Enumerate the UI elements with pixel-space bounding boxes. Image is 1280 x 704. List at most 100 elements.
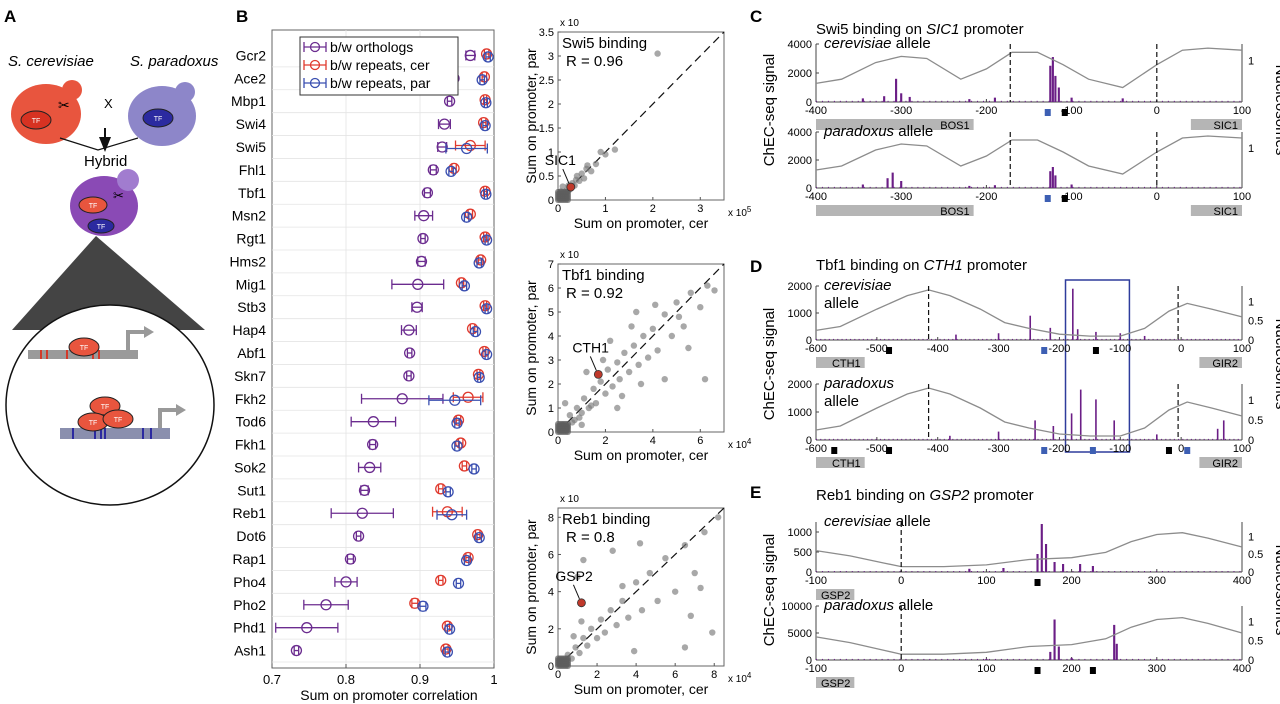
track-xtick-label: -100 <box>805 663 827 675</box>
track-signal-peak <box>985 658 988 660</box>
scatter-point <box>564 420 571 427</box>
track-signal-bar <box>899 100 901 102</box>
track-signal-bar <box>1042 571 1044 572</box>
scatter-point <box>628 323 635 330</box>
track-signal-bar <box>1212 338 1214 340</box>
track-signal-peak <box>1216 428 1219 440</box>
scatter-ytick-label: 2 <box>548 379 554 391</box>
track-signal-bar <box>892 438 894 440</box>
hybrid-scissors-icon: ✂ <box>113 188 124 203</box>
scatter-xscale-label: x 104 <box>728 437 752 451</box>
scatter-xlabel: Sum on promoter, cer <box>574 215 709 231</box>
scatter-point <box>681 644 689 651</box>
scatter-point <box>711 287 718 294</box>
scatter-xtick-label: 6 <box>697 435 703 447</box>
corr-category-label: Mig1 <box>236 276 267 292</box>
track-signal-bar <box>1126 571 1128 572</box>
track-signal-bar <box>917 571 919 572</box>
track-signal-bar <box>947 571 949 572</box>
track-signal-peak <box>1091 566 1094 572</box>
track-signal-bar <box>858 338 860 340</box>
corr-xtick-label: 0.8 <box>337 672 355 687</box>
track-gene-bar <box>1199 357 1242 368</box>
scatter-point <box>671 588 679 595</box>
track-signal-bar <box>1097 438 1099 440</box>
track-signal-bar <box>1018 658 1020 660</box>
track-signal-bar <box>1024 658 1026 660</box>
track-signal-bar <box>1173 186 1175 188</box>
scatter-xtick-label: 0 <box>555 203 561 215</box>
track-signal-bar <box>1102 658 1104 660</box>
track-signal-bar <box>935 438 937 440</box>
track-signal-bar <box>947 658 949 660</box>
cer-promoter-tf-label: TF <box>80 345 89 352</box>
scatter-point <box>597 378 604 385</box>
scatter-point <box>597 148 604 156</box>
track-signal-bar <box>1109 438 1111 440</box>
track-signal-bar <box>959 186 961 188</box>
track-signal-bar <box>939 438 941 440</box>
track-signal-bar <box>1126 338 1128 340</box>
track-signal-bar <box>857 186 859 188</box>
track-signal-bar <box>1012 658 1014 660</box>
track-nucleosome-line <box>815 616 1243 655</box>
track-signal-bar <box>1072 658 1074 660</box>
corr-point <box>366 438 379 451</box>
track-signal-bar <box>1155 658 1157 660</box>
hybrid-promoter-tf1: TF <box>101 404 110 411</box>
track-signal-bar <box>1139 338 1141 340</box>
track-signal-bar <box>1016 338 1018 340</box>
panel-letter-a: A <box>4 7 16 26</box>
cross-mark: X <box>104 96 113 111</box>
track-signal-bar <box>1024 100 1026 102</box>
track-signal-bar <box>1173 100 1175 102</box>
track-signal-bar <box>947 186 949 188</box>
scatter-xtick-label: 1 <box>602 203 608 215</box>
track-nucleosome-line <box>815 289 1243 337</box>
track-y2tick-label: 0.5 <box>1248 549 1263 561</box>
track-signal-peak <box>861 184 864 188</box>
track-signal-bar <box>1114 100 1116 102</box>
track-signal-bar <box>1084 438 1086 440</box>
track-signal-bar <box>1048 658 1050 660</box>
track-signal-bar <box>1029 438 1030 440</box>
track-signal-bar <box>862 438 864 440</box>
track-gene-label: SIC1 <box>1214 206 1238 218</box>
track-signal-bar <box>839 658 841 660</box>
track-signal-bar <box>1209 100 1211 102</box>
track-signal-bar <box>1036 658 1038 660</box>
track-allele-rest: allele <box>824 393 859 410</box>
track-title: Swi5 binding on SIC1 promoter <box>816 21 1024 38</box>
track-signal-bar <box>965 338 967 340</box>
track-signal-bar <box>1229 338 1231 340</box>
track-signal-bar <box>1046 438 1048 440</box>
track-y2tick-label: 0 <box>1248 335 1254 347</box>
scatter-point <box>580 395 588 402</box>
track-signal-bar <box>1066 658 1068 660</box>
corr-point <box>460 142 473 155</box>
track-signal-bar <box>953 571 955 572</box>
corr-legend: b/w orthologs b/w repeats, cer b/w repeats… <box>299 36 459 96</box>
track-signal-bar <box>1046 338 1048 340</box>
hybrid-label: Hybrid <box>84 153 127 170</box>
track-signal-bar <box>828 338 830 340</box>
corr-point <box>478 345 491 358</box>
species-par-label: S. paradoxus <box>130 53 219 70</box>
track-signal-bar <box>845 438 847 440</box>
track-signal-bar <box>971 571 973 572</box>
corr-point <box>451 440 463 452</box>
track-signal-peak <box>997 431 1000 440</box>
track-xtick-label: -200 <box>1048 343 1070 355</box>
scatter-point <box>564 655 571 662</box>
track-signal-bar <box>948 338 950 340</box>
track-signal-bar <box>884 338 886 340</box>
track-signal-bar <box>965 571 967 572</box>
track-xtick-label: 300 <box>1148 663 1166 675</box>
cer-scissors-icon: ✂ <box>58 97 70 113</box>
track-signal-peak <box>1036 554 1039 572</box>
track-signal-peak <box>1034 420 1036 440</box>
track-allele-rest: allele <box>892 35 931 52</box>
